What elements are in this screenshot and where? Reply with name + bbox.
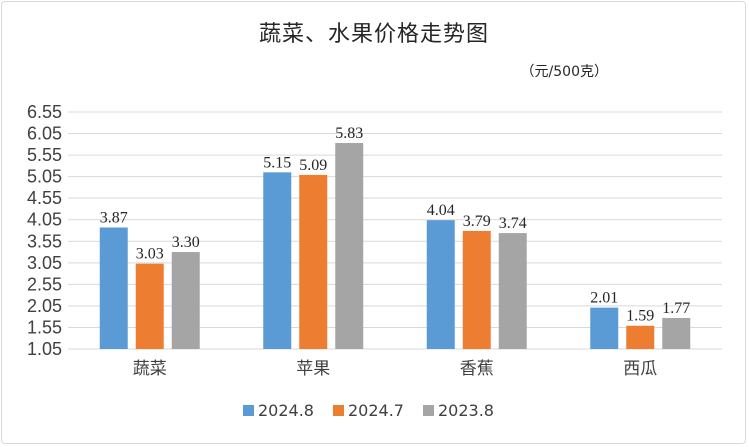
y-tick-label: 1.55 bbox=[27, 317, 62, 337]
data-label: 5.83 bbox=[335, 125, 363, 142]
y-tick-label: 5.55 bbox=[27, 145, 62, 165]
y-tick-label: 2.55 bbox=[27, 274, 62, 294]
x-tick-label: 香蕉 bbox=[460, 359, 494, 379]
gridlines bbox=[68, 111, 722, 350]
bar bbox=[171, 252, 200, 349]
y-tick-label: 6.55 bbox=[27, 102, 62, 122]
legend-label: 2024.7 bbox=[348, 401, 404, 420]
x-axis-ticks: 蔬菜 苹果 香蕉 西瓜 bbox=[133, 359, 658, 379]
y-tick-label: 1.05 bbox=[27, 339, 62, 359]
y-tick-label: 4.55 bbox=[27, 188, 62, 208]
bar bbox=[135, 263, 164, 349]
data-label: 3.74 bbox=[499, 215, 527, 232]
bars bbox=[99, 143, 691, 349]
x-tick-label: 蔬菜 bbox=[133, 359, 167, 379]
data-labels: 3.87 3.03 3.30 5.15 5.09 5.83 4.04 3.79 3.74 2.01… bbox=[100, 125, 691, 325]
chart-title: 蔬菜、水果价格走势图 bbox=[259, 22, 489, 47]
data-label: 5.09 bbox=[299, 157, 327, 174]
bar bbox=[498, 233, 527, 349]
bar bbox=[626, 325, 655, 349]
y-tick-label: 3.05 bbox=[27, 253, 62, 273]
unit-note: （元/500克） bbox=[521, 64, 608, 80]
data-label: 5.15 bbox=[263, 154, 291, 171]
data-label: 3.79 bbox=[463, 213, 491, 230]
bar bbox=[299, 174, 328, 349]
data-label: 4.04 bbox=[427, 202, 455, 219]
x-tick-label: 西瓜 bbox=[623, 359, 657, 379]
y-tick-label: 2.05 bbox=[27, 296, 62, 316]
legend: 2024.8 2024.7 2023.8 bbox=[243, 401, 494, 420]
legend-label: 2023.8 bbox=[438, 401, 494, 420]
y-tick-label: 4.05 bbox=[27, 210, 62, 230]
data-label: 1.59 bbox=[626, 308, 654, 325]
bar bbox=[426, 220, 455, 349]
data-label: 3.87 bbox=[100, 209, 128, 226]
bar bbox=[590, 307, 619, 349]
y-axis-ticks: 1.051.552.052.553.053.554.054.555.055.55… bbox=[27, 102, 62, 359]
y-tick-label: 5.05 bbox=[27, 167, 62, 187]
bar bbox=[335, 143, 364, 349]
bar bbox=[99, 227, 128, 349]
legend-swatch bbox=[243, 405, 254, 416]
bar bbox=[462, 230, 491, 349]
legend-swatch bbox=[423, 405, 434, 416]
y-tick-label: 6.05 bbox=[27, 124, 62, 144]
legend-label: 2024.8 bbox=[258, 401, 314, 420]
y-tick-label: 3.55 bbox=[27, 231, 62, 251]
x-tick-label: 苹果 bbox=[296, 359, 330, 379]
data-label: 1.77 bbox=[662, 300, 690, 317]
bar bbox=[662, 317, 691, 349]
bar bbox=[263, 172, 292, 349]
legend-swatch bbox=[333, 405, 344, 416]
data-label: 3.30 bbox=[172, 234, 200, 251]
data-label: 2.01 bbox=[590, 290, 618, 307]
data-label: 3.03 bbox=[136, 246, 164, 263]
